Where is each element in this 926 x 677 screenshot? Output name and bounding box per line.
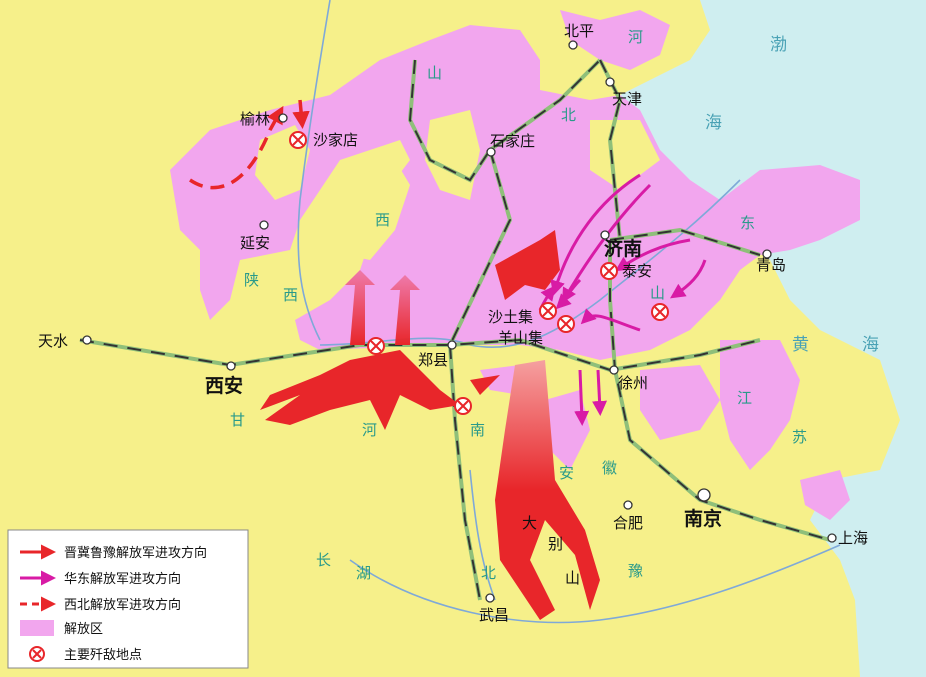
railways	[79, 58, 831, 601]
geo-xi2: 西	[283, 286, 298, 304]
red-arrow-to-zhengnan	[470, 375, 500, 395]
svg-text:西北解放军进攻方向: 西北解放军进攻方向	[64, 597, 181, 613]
geo-su: 苏	[792, 428, 807, 446]
battle-site-west-zhengzhou	[367, 337, 385, 355]
geo-bei: 北	[561, 106, 576, 124]
label-qingdao: 青岛	[756, 256, 786, 274]
red-arrow-shatuji	[495, 230, 560, 300]
label-yangshanji: 羊山集	[498, 329, 543, 347]
label-hefei: 合肥	[613, 514, 643, 532]
geo-hubei-hu: 湖	[356, 564, 371, 582]
battle-sites	[289, 131, 669, 415]
legend-item-red-arrow: 晋冀鲁豫解放军进攻方向	[20, 544, 207, 561]
label-yulin: 榆林	[240, 110, 270, 128]
city-dots	[82, 40, 837, 603]
red-arrow-dabie	[495, 360, 600, 620]
legend: 晋冀鲁豫解放军进攻方向 华东解放军进攻方向 西北解放军进攻方向 解放区 主要歼敌…	[7, 529, 249, 669]
geo-chang: 长	[316, 551, 331, 569]
battle-site-shajiadian	[289, 131, 307, 149]
label-shatuji: 沙土集	[488, 308, 533, 326]
label-xuzhou: 徐州	[618, 374, 648, 392]
battle-site-south-zhengzhou	[454, 397, 472, 415]
geo-hui: 徽	[602, 459, 617, 477]
label-taian: 泰安	[622, 262, 652, 280]
label-nanjing: 南京	[684, 507, 722, 530]
battle-site-yangshanji	[557, 315, 575, 333]
legend-item-battle-site: 主要歼敌地点	[29, 646, 142, 663]
geo-xi: 西	[375, 211, 390, 229]
geo-he-henan: 河	[362, 421, 377, 439]
label-shajiadian: 沙家店	[313, 131, 358, 149]
legend-item-liberated-area: 解放区	[20, 620, 103, 637]
battle-site-shandong	[651, 303, 669, 321]
geo-hai2: 海	[862, 335, 879, 355]
geo-da: 大	[522, 514, 537, 532]
geo-an: 安	[559, 464, 574, 482]
label-tianshui: 天水	[38, 332, 68, 350]
geo-yu: 豫	[628, 562, 643, 580]
geo-shaan: 陕	[244, 271, 259, 289]
northwest-arrows	[189, 99, 310, 190]
geo-shan: 山	[427, 64, 442, 82]
label-tianjin: 天津	[612, 90, 642, 108]
geo-gan: 甘	[230, 411, 245, 429]
red-arrow-fan-west	[260, 350, 460, 430]
label-shijiazhuang: 石家庄	[490, 132, 535, 150]
svg-text:主要歼敌地点: 主要歼敌地点	[64, 648, 142, 663]
geo-jiang: 江	[737, 389, 752, 407]
red-arrow-north-1	[345, 270, 375, 345]
geo-huang: 黄	[792, 335, 809, 355]
battle-site-taian	[600, 262, 618, 280]
geo-labels: 河 渤 海 山 北 西 陕 西 东 山 黄 海 江 苏 安 徽 河 南 甘 湖 …	[230, 28, 879, 587]
label-jinan: 济南	[604, 237, 642, 260]
geo-bo: 渤	[770, 35, 787, 55]
red-arrow-north-2	[390, 275, 420, 345]
city-labels: 北平 天津 石家庄 榆林 沙家店 延安 济南 泰安 青岛 沙土集 羊山集 天水 …	[38, 22, 868, 624]
sea-bohai-yellow-sea	[620, 0, 926, 677]
label-yanan: 延安	[240, 234, 270, 252]
legend-item-magenta-arrow: 华东解放军进攻方向	[20, 570, 181, 587]
geo-hubei-bei: 北	[481, 564, 496, 582]
geo-dong: 东	[740, 214, 755, 232]
label-wuchang: 武昌	[479, 606, 509, 624]
geo-bie: 别	[548, 535, 563, 553]
legend-item-red-dashed-arrow: 西北解放军进攻方向	[20, 596, 181, 613]
label-shanghai: 上海	[838, 529, 868, 547]
geo-shan3: 山	[650, 284, 665, 302]
red-arrows-jinjiluyu	[260, 230, 600, 620]
geo-nan-henan: 南	[470, 421, 485, 439]
svg-text:华东解放军进攻方向: 华东解放军进攻方向	[64, 571, 181, 587]
geo-shan-dabie: 山	[565, 569, 580, 587]
svg-text:晋冀鲁豫解放军进攻方向: 晋冀鲁豫解放军进攻方向	[64, 545, 207, 561]
geo-he-top: 河	[628, 28, 643, 46]
battle-site-shatuji	[539, 302, 557, 320]
label-beiping: 北平	[564, 22, 594, 40]
svg-text:解放区: 解放区	[64, 622, 103, 637]
label-xian: 西安	[205, 374, 243, 397]
label-zhengxian: 郑县	[418, 351, 448, 369]
geo-hai-top: 海	[705, 113, 722, 133]
